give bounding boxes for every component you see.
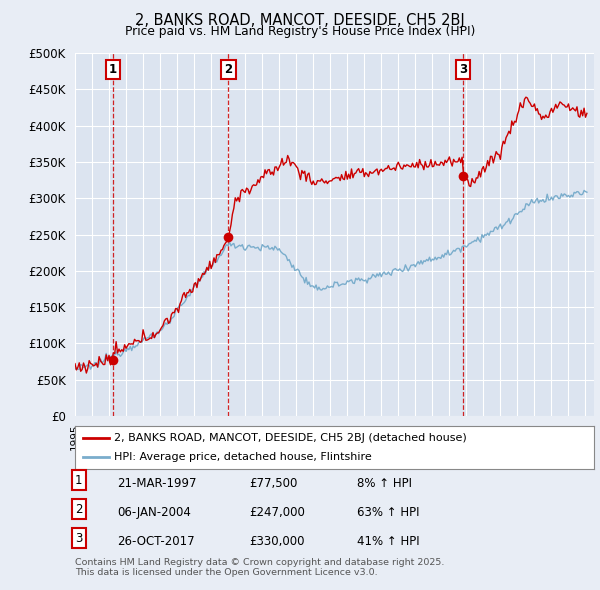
Text: 1: 1 (109, 63, 117, 76)
Text: 3: 3 (459, 63, 467, 76)
Text: 1: 1 (75, 474, 83, 487)
Text: Contains HM Land Registry data © Crown copyright and database right 2025.
This d: Contains HM Land Registry data © Crown c… (75, 558, 445, 577)
Text: 41% ↑ HPI: 41% ↑ HPI (357, 535, 419, 548)
Text: Price paid vs. HM Land Registry's House Price Index (HPI): Price paid vs. HM Land Registry's House … (125, 25, 475, 38)
Text: 2: 2 (75, 503, 83, 516)
Text: 8% ↑ HPI: 8% ↑ HPI (357, 477, 412, 490)
Text: 2, BANKS ROAD, MANCOT, DEESIDE, CH5 2BJ: 2, BANKS ROAD, MANCOT, DEESIDE, CH5 2BJ (135, 13, 465, 28)
Text: 06-JAN-2004: 06-JAN-2004 (117, 506, 191, 519)
Text: £330,000: £330,000 (249, 535, 305, 548)
Text: £77,500: £77,500 (249, 477, 298, 490)
Text: £247,000: £247,000 (249, 506, 305, 519)
Text: 3: 3 (75, 532, 82, 545)
Text: 63% ↑ HPI: 63% ↑ HPI (357, 506, 419, 519)
Text: HPI: Average price, detached house, Flintshire: HPI: Average price, detached house, Flin… (114, 453, 371, 463)
Text: 2, BANKS ROAD, MANCOT, DEESIDE, CH5 2BJ (detached house): 2, BANKS ROAD, MANCOT, DEESIDE, CH5 2BJ … (114, 432, 467, 442)
Text: 26-OCT-2017: 26-OCT-2017 (117, 535, 194, 548)
Text: 2: 2 (224, 63, 233, 76)
Text: 21-MAR-1997: 21-MAR-1997 (117, 477, 197, 490)
